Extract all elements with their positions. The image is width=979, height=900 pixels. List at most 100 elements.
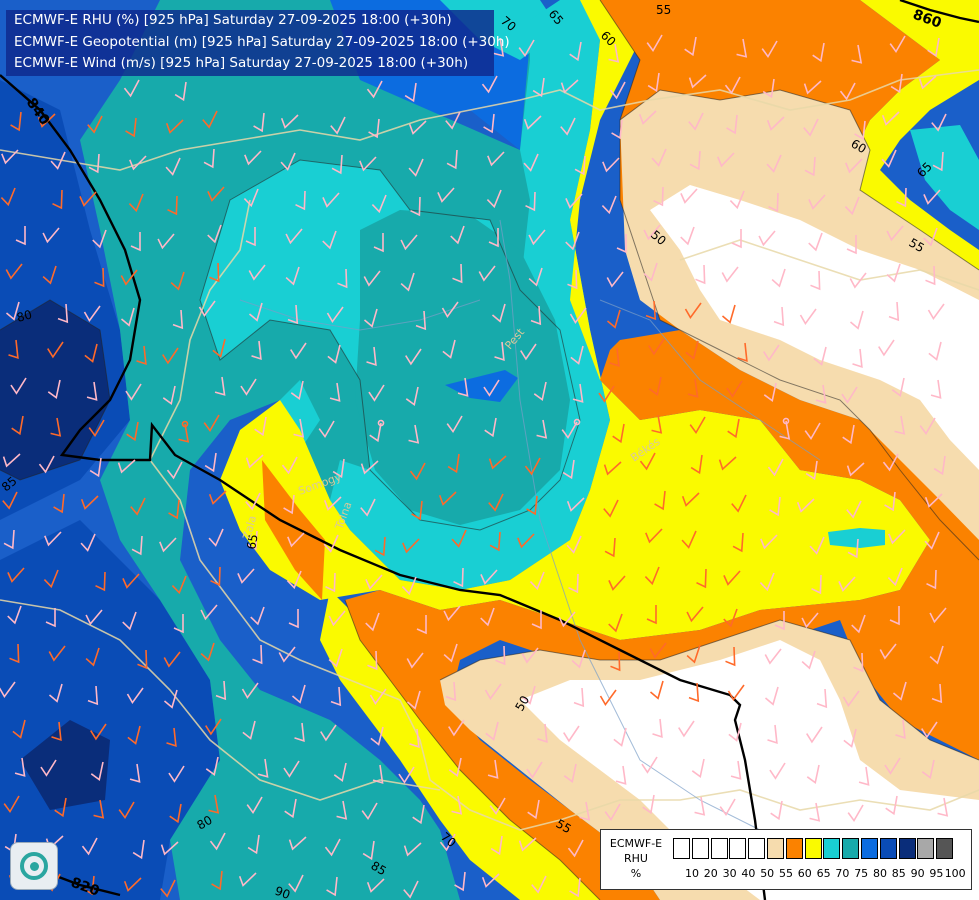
wind-barb-icon — [328, 648, 343, 668]
wind-barb-icon — [768, 192, 779, 213]
wind-barb-icon — [646, 605, 657, 625]
wind-barb-icon — [251, 340, 262, 361]
wind-barb-icon — [921, 759, 935, 779]
wind-barb-icon — [117, 459, 136, 474]
wind-barb-icon — [88, 153, 100, 174]
wind-barb-icon — [803, 80, 822, 95]
wind-barb-icon — [85, 647, 100, 667]
wind-barb-icon — [0, 187, 16, 207]
wind-barb-icon — [924, 531, 940, 550]
wind-barb-icon — [360, 460, 379, 475]
wind-barb-icon — [257, 758, 269, 778]
wind-barb-icon — [120, 269, 138, 286]
wind-barb-icon — [603, 461, 622, 476]
wind-barb-icon — [132, 839, 145, 860]
wind-barb-icon — [759, 572, 775, 592]
wind-barb-icon — [95, 571, 106, 592]
wind-barb-icon — [894, 415, 906, 435]
wind-barb-icon — [128, 193, 144, 213]
wind-barb-icon — [680, 226, 695, 246]
wind-barb-icon — [326, 876, 338, 897]
wind-barb-icon — [932, 151, 944, 172]
wind-barb-icon — [896, 187, 907, 208]
wind-barb-icon — [442, 339, 456, 359]
wind-barb-icon — [526, 761, 543, 779]
wind-barb-icon — [719, 798, 736, 817]
wind-barb-icon — [245, 454, 264, 469]
wind-barb-icon — [122, 573, 140, 589]
wind-barb-icon — [648, 376, 662, 396]
legend-tick-label: 65 — [816, 867, 831, 880]
wind-barb-icon — [488, 228, 499, 248]
wind-barb-icon — [766, 116, 785, 131]
wind-barb-icon — [293, 418, 305, 438]
wind-barb-icon — [727, 684, 745, 702]
wind-barb-icon — [651, 148, 667, 167]
wind-barb-icon — [287, 532, 305, 548]
wind-barb-icon — [643, 262, 658, 282]
wind-barb-icon — [729, 190, 745, 210]
wind-barb-icon — [686, 606, 704, 623]
wind-barb-icon — [247, 834, 260, 855]
title-rhu: ECMWF-E RHU (%) [925 hPa] Saturday 27-09… — [14, 12, 452, 28]
wind-barb-icon — [574, 155, 586, 176]
wind-barb-icon — [927, 303, 945, 321]
wind-barb-icon — [9, 643, 20, 664]
wind-barb-icon — [724, 76, 741, 95]
wind-barb-icon — [204, 452, 217, 473]
wind-barb-icon — [278, 646, 296, 663]
wind-barb-icon — [415, 310, 427, 331]
wind-barb-icon — [129, 763, 141, 783]
wind-barb-icon — [490, 835, 503, 856]
contour-label: 90 — [273, 884, 292, 900]
wind-barb-icon — [38, 455, 55, 474]
wind-barb-icon — [774, 611, 785, 631]
wind-barb-icon — [486, 189, 502, 209]
wind-barb-icon — [721, 266, 739, 283]
wind-barb-icon — [488, 493, 504, 512]
wind-barb-icon — [203, 414, 220, 433]
wind-barb-icon — [491, 303, 506, 323]
wind-barb-icon — [361, 802, 378, 821]
wind-barb-icon — [136, 345, 147, 366]
wind-barb-icon — [763, 382, 777, 402]
wind-barb-icon — [563, 725, 580, 743]
wind-barb-icon — [723, 608, 738, 628]
wind-barb-icon — [242, 720, 256, 740]
wind-barb-icon — [439, 833, 456, 852]
legend-tick-label: 100 — [944, 867, 966, 880]
wind-barb-icon — [200, 604, 218, 621]
wind-barb-icon — [779, 417, 791, 440]
wind-barb-icon — [929, 645, 944, 665]
wind-barb-icon — [57, 303, 69, 324]
wind-barb-icon — [480, 607, 495, 627]
wind-barb-icon — [641, 756, 658, 774]
wind-barb-icon — [332, 458, 345, 479]
legend-swatch — [673, 838, 690, 859]
wind-barb-icon — [846, 500, 862, 519]
wind-barb-icon — [804, 422, 821, 441]
wind-barb-icon — [816, 688, 828, 709]
title-wind: ECMWF-E Wind (m/s) [925 hPa] Saturday 27… — [14, 55, 469, 71]
wind-barb-icon — [54, 797, 67, 818]
wind-barb-icon — [928, 341, 942, 361]
wind-barb-icon — [290, 342, 307, 360]
wind-barb-icon — [842, 690, 860, 708]
wind-barb-icon — [815, 384, 827, 404]
legend-swatch — [860, 838, 878, 859]
wind-barb-icon — [648, 338, 665, 356]
wind-barb-icon — [246, 796, 263, 815]
wind-barb-icon — [443, 605, 461, 622]
wind-barb-icon — [853, 652, 864, 673]
wind-barb-icon — [168, 765, 185, 783]
wind-barb-icon — [370, 726, 384, 746]
wind-barb-icon — [645, 528, 663, 544]
wind-barb-icon — [845, 158, 863, 174]
rivers — [239, 219, 821, 831]
wind-barb-icon — [773, 306, 785, 327]
wind-barb-icon — [565, 193, 583, 209]
wind-barb-icon — [771, 268, 786, 288]
wind-barb-icon — [527, 799, 540, 820]
wind-barb-icon — [86, 381, 98, 401]
wind-barb-icon — [130, 497, 146, 516]
